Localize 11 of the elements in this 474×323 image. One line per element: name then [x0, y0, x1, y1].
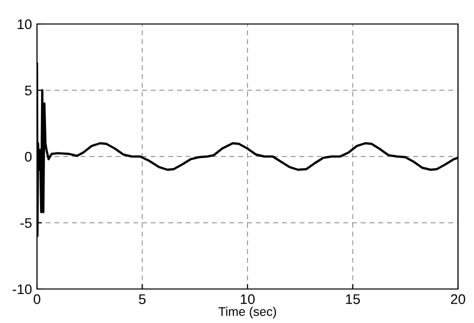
- y-tick-label: 0: [24, 152, 32, 162]
- y-tick-label: -5: [20, 218, 32, 228]
- y-tick-label: -10: [12, 284, 32, 294]
- y-tick-label: 10: [18, 19, 32, 30]
- x-tick-label: 20: [450, 294, 466, 304]
- x-tick-label: 10: [240, 294, 255, 304]
- x-axis-title: Time (sec): [218, 306, 276, 318]
- x-tick-label: 5: [138, 294, 146, 304]
- x-tick-label: 15: [346, 294, 360, 304]
- x-tick-label: 0: [34, 294, 40, 304]
- y-tick-label: 5: [24, 86, 32, 96]
